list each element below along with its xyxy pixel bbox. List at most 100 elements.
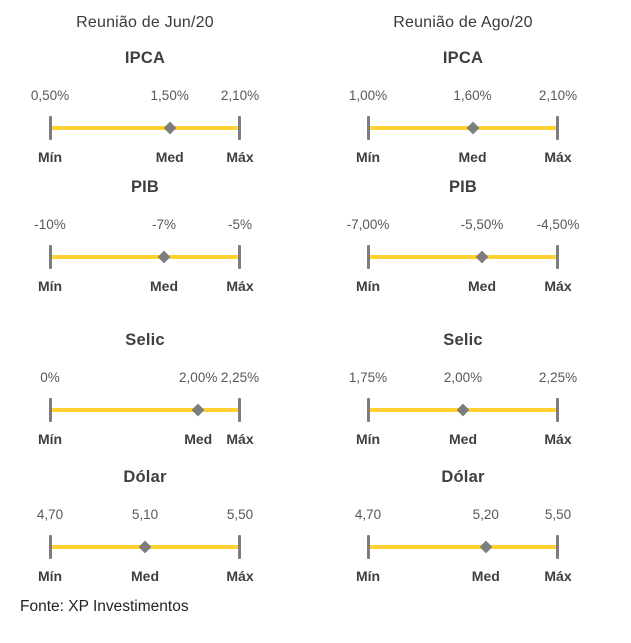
- med-value-label: 5,20: [472, 507, 499, 522]
- range-track: [367, 535, 559, 559]
- med-axis-label: Med: [468, 278, 496, 294]
- med-value-label: -5,50%: [460, 217, 504, 232]
- med-value-label: -7%: [151, 217, 177, 232]
- max-tick: [238, 245, 241, 269]
- max-value-label: 2,25%: [538, 370, 578, 385]
- med-axis-label: Med: [131, 568, 159, 584]
- panel-title: Reunião de Ago/20: [393, 14, 533, 31]
- min-value-label: 0,50%: [30, 88, 70, 103]
- value-labels-row: 0,50% 1,50% 2,10%: [31, 88, 259, 103]
- range-chart: Dólar 4,70 5,10 5,50 Mín Med Máx: [0, 468, 304, 585]
- panel-title: Reunião de Jun/20: [76, 14, 214, 31]
- min-tick: [367, 116, 370, 140]
- med-axis-label: Med: [449, 431, 477, 447]
- max-axis-label: Máx: [544, 278, 572, 294]
- min-tick: [367, 535, 370, 559]
- indicator-title: PIB: [448, 178, 478, 196]
- axis-labels-row: Mín Med Máx: [356, 568, 572, 585]
- med-marker-diamond-icon: [456, 403, 470, 417]
- range-track: [367, 116, 559, 140]
- max-tick: [238, 535, 241, 559]
- max-axis-label: Máx: [226, 278, 254, 294]
- range-track: [367, 398, 559, 422]
- min-tick: [49, 535, 52, 559]
- min-value-label: 4,70: [36, 507, 64, 522]
- range-track: [49, 535, 241, 559]
- value-labels-row: 1,75% 2,00% 2,25%: [349, 370, 577, 385]
- value-labels-row: 4,70 5,20 5,50: [355, 507, 571, 522]
- panel-charts: IPCA 0,50% 1,50% 2,10% Mín Med Máx PIB: [0, 49, 304, 585]
- max-value-label: 2,25%: [220, 370, 260, 385]
- axis-labels-row: Mín Med Máx: [356, 278, 572, 295]
- med-marker-diamond-icon: [157, 250, 171, 264]
- axis-labels-row: Mín Med Máx: [38, 431, 254, 448]
- med-marker-diamond-icon: [163, 121, 177, 135]
- axis-labels-row: Mín Med Máx: [356, 149, 572, 166]
- min-tick: [49, 245, 52, 269]
- range-track-area: 4,70 5,10 5,50 Mín Med Máx: [37, 507, 254, 585]
- max-axis-label: Máx: [226, 431, 254, 447]
- med-value-label: 2,00%: [179, 370, 218, 385]
- med-axis-label: Med: [458, 149, 487, 165]
- med-marker-diamond-icon: [138, 540, 152, 554]
- range-track-area: -7,00% -5,50% -4,50% Mín Med Máx: [347, 217, 580, 295]
- axis-labels-row: Mín Med Máx: [38, 149, 254, 166]
- panel-charts: IPCA 1,00% 1,60% 2,10% Mín Med Máx PIB: [304, 49, 622, 585]
- med-value-label: 1,60%: [453, 88, 492, 103]
- min-value-label: -7,00%: [346, 217, 390, 232]
- med-marker-diamond-icon: [191, 403, 205, 417]
- range-line: [368, 255, 558, 259]
- indicator-title: IPCA: [124, 49, 166, 67]
- max-tick: [556, 245, 559, 269]
- min-tick: [367, 398, 370, 422]
- range-chart: PIB -10% -7% -5% Mín Med Máx: [0, 178, 304, 295]
- min-value-label: 1,75%: [348, 370, 388, 385]
- range-chart: Selic 0% 2,00% 2,25% Mín Med Máx: [0, 331, 304, 448]
- max-axis-label: Máx: [544, 568, 572, 584]
- min-value-label: 0%: [40, 370, 60, 385]
- meeting-panel: Reunião de Ago/20 IPCA 1,00% 1,60% 2,10%…: [304, 14, 622, 585]
- min-value-label: 1,00%: [348, 88, 388, 103]
- range-track-area: 0% 2,00% 2,25% Mín Med Máx: [38, 370, 259, 448]
- med-axis-label: Med: [150, 278, 178, 294]
- value-labels-row: 1,00% 1,60% 2,10%: [349, 88, 577, 103]
- max-value-label: 2,10%: [220, 88, 260, 103]
- value-labels-row: -7,00% -5,50% -4,50%: [347, 217, 580, 232]
- min-axis-label: Mín: [37, 431, 63, 447]
- med-value-label: 2,00%: [443, 370, 483, 385]
- indicator-title: Selic: [125, 331, 165, 349]
- max-value-label: 5,50: [226, 507, 254, 522]
- min-axis-label: Mín: [37, 568, 63, 584]
- min-value-label: 4,70: [354, 507, 382, 522]
- range-line: [368, 545, 558, 549]
- range-chart: IPCA 1,00% 1,60% 2,10% Mín Med Máx: [304, 49, 622, 166]
- max-axis-label: Máx: [226, 149, 254, 165]
- max-axis-label: Máx: [544, 431, 572, 447]
- max-value-label: 5,50: [544, 507, 572, 522]
- med-axis-label: Med: [155, 149, 184, 165]
- range-chart: Selic 1,75% 2,00% 2,25% Mín Med Máx: [304, 331, 622, 448]
- max-value-label: -4,50%: [536, 217, 580, 232]
- axis-labels-row: Mín Med Máx: [356, 431, 572, 448]
- range-track-area: 0,50% 1,50% 2,10% Mín Med Máx: [31, 88, 259, 166]
- indicator-title: IPCA: [442, 49, 484, 67]
- med-value-label: 1,50%: [150, 88, 189, 103]
- med-value-label: 5,10: [131, 507, 159, 522]
- max-tick: [556, 116, 559, 140]
- min-axis-label: Mín: [355, 568, 381, 584]
- min-axis-label: Mín: [355, 278, 381, 294]
- range-chart: IPCA 0,50% 1,50% 2,10% Mín Med Máx: [0, 49, 304, 166]
- max-tick: [556, 535, 559, 559]
- range-track: [49, 245, 241, 269]
- med-marker-diamond-icon: [479, 540, 493, 554]
- panels-container: Reunião de Jun/20 IPCA 0,50% 1,50% 2,10%…: [0, 14, 622, 585]
- min-tick: [367, 245, 370, 269]
- med-marker-diamond-icon: [466, 121, 479, 135]
- range-track-area: 1,75% 2,00% 2,25% Mín Med Máx: [349, 370, 577, 448]
- indicator-title: Dólar: [123, 468, 167, 486]
- med-marker-diamond-icon: [475, 250, 489, 264]
- indicator-title: PIB: [130, 178, 160, 196]
- max-value-label: 2,10%: [538, 88, 578, 103]
- range-line: [50, 255, 240, 259]
